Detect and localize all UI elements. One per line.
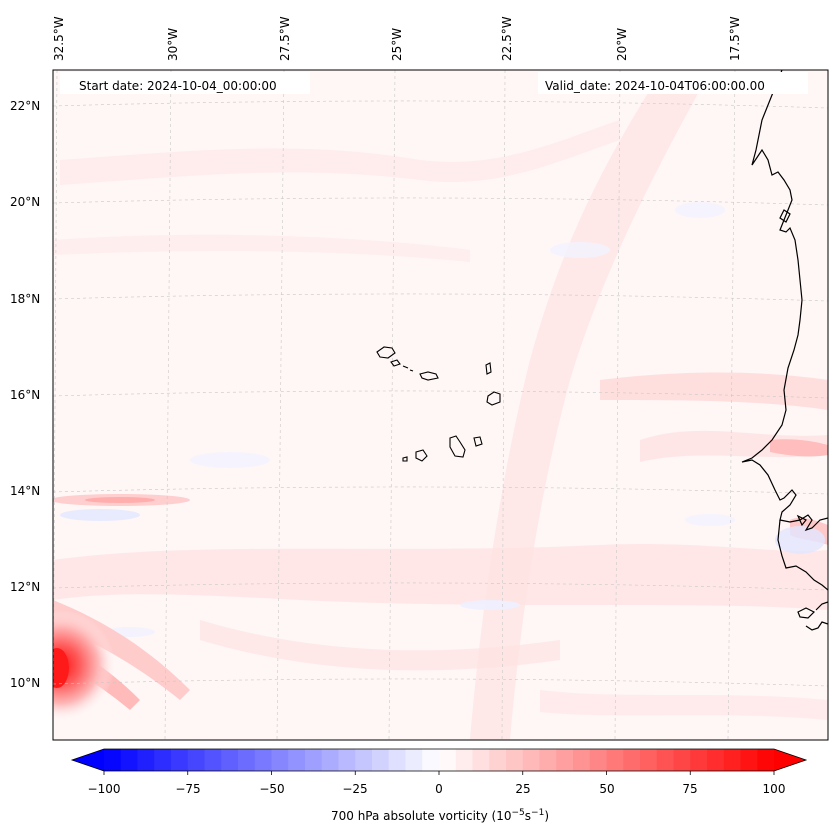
colorbar-step xyxy=(472,749,490,771)
colorbar-step xyxy=(673,749,691,771)
lon-tick-25w: 25°W xyxy=(390,27,404,61)
colorbar-tick-label: −25 xyxy=(342,782,368,796)
colorbar-step xyxy=(271,749,289,771)
lon-tick-32-5w: 32.5°W xyxy=(52,16,66,61)
colorbar-step xyxy=(355,749,373,771)
colorbar-extend-min xyxy=(72,749,104,771)
colorbar-step xyxy=(405,749,423,771)
colorbar-extend-max xyxy=(774,749,806,771)
cabo-verde-islands xyxy=(376,346,501,462)
colorbar-tick-label: 0 xyxy=(435,782,443,796)
colorbar-tick-label: 100 xyxy=(762,782,786,796)
colorbar-step xyxy=(589,749,607,771)
start-date-box xyxy=(60,72,310,94)
colorbar-step xyxy=(288,749,306,771)
colorbar-tick-label: 50 xyxy=(599,782,615,796)
colorbar-step xyxy=(154,749,172,771)
colorbar-step xyxy=(372,749,390,771)
lon-tick-22-5w: 22.5°W xyxy=(500,16,514,61)
lon-tick-20w: 20°W xyxy=(615,27,629,61)
colorbar-step xyxy=(104,749,122,771)
colorbar-tick-marks xyxy=(103,771,775,775)
lat-tick-22n: 22°N xyxy=(10,99,41,113)
colorbar-step xyxy=(455,749,473,771)
lon-tick-30w: 30°W xyxy=(166,27,180,61)
colorbar-step xyxy=(656,749,674,771)
colorbar-label-exp1: −5 xyxy=(511,808,525,818)
lon-tick-27-5w: 27.5°W xyxy=(278,16,292,61)
valid-date-label: Valid_date: 2024-10-04T06:00:00.00 xyxy=(545,79,765,93)
lat-tick-18n: 18°N xyxy=(10,292,41,306)
colorbar-label-exp2: −1 xyxy=(531,808,545,818)
colorbar-step xyxy=(723,749,741,771)
colorbar-label-main: 700 hPa absolute vorticity (10 xyxy=(330,809,512,823)
colorbar-label: 700 hPa absolute vorticity (10−5s−1) xyxy=(0,808,837,823)
map-frame xyxy=(52,69,829,741)
colorbar-step xyxy=(690,749,708,771)
colorbar-step xyxy=(171,749,189,771)
lat-tick-10n: 10°N xyxy=(10,676,41,690)
colorbar-step xyxy=(623,749,641,771)
colorbar-tick-label: 75 xyxy=(682,782,698,796)
lat-tick-20n: 20°N xyxy=(10,195,41,209)
colorbar-step xyxy=(539,749,557,771)
valid-date-box xyxy=(538,72,808,94)
colorbar-step xyxy=(556,749,574,771)
colorbar-step xyxy=(489,749,507,771)
colorbar-step xyxy=(137,749,155,771)
colorbar-step xyxy=(187,749,205,771)
colorbar-step xyxy=(254,749,272,771)
lat-tick-12n: 12°N xyxy=(10,580,41,594)
colorbar-label-end: ) xyxy=(544,809,550,823)
colorbar-tick-label: −50 xyxy=(259,782,285,796)
start-date-label: Start date: 2024-10-04_00:00:00 xyxy=(79,79,277,93)
colorbar-step xyxy=(522,749,540,771)
colorbar-tick-label: 25 xyxy=(515,782,531,796)
colorbar-step xyxy=(439,749,457,771)
colorbar-tick-label: −75 xyxy=(175,782,201,796)
colorbar-label-mid: s xyxy=(524,809,532,823)
colorbar-step xyxy=(740,749,758,771)
colorbar-tick-label: −100 xyxy=(87,782,121,796)
colorbar-step xyxy=(573,749,591,771)
colorbar-step xyxy=(422,749,440,771)
lon-tick-17-5w: 17.5°W xyxy=(728,16,742,61)
colorbar xyxy=(70,748,808,775)
lat-tick-14n: 14°N xyxy=(10,484,41,498)
west-africa-coastline xyxy=(741,70,828,631)
colorbar-step xyxy=(707,749,725,771)
map-graticule xyxy=(53,70,828,740)
colorbar-step xyxy=(238,749,256,771)
colorbar-step xyxy=(321,749,339,771)
vorticity-field xyxy=(53,70,828,740)
colorbar-step xyxy=(640,749,658,771)
colorbar-step xyxy=(606,749,624,771)
colorbar-steps xyxy=(104,749,775,771)
lat-tick-16n: 16°N xyxy=(10,388,41,402)
colorbar-step xyxy=(388,749,406,771)
colorbar-step xyxy=(120,749,138,771)
colorbar-step xyxy=(757,749,775,771)
colorbar-step xyxy=(204,749,222,771)
colorbar-step xyxy=(221,749,239,771)
colorbar-step xyxy=(506,749,524,771)
colorbar-step xyxy=(305,749,323,771)
colorbar-step xyxy=(338,749,356,771)
